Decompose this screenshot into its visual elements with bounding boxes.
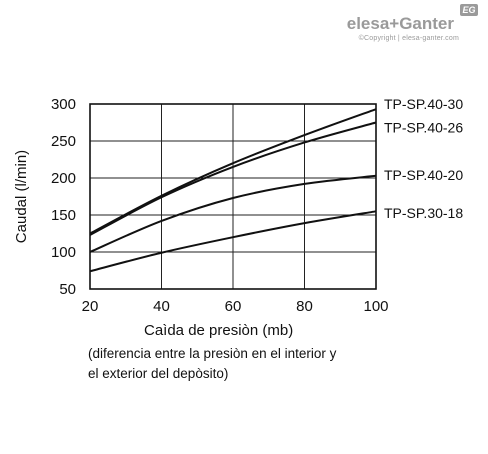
y-axis-label: Caudal (l/min) (13, 150, 30, 243)
series-line-2 (89, 174, 377, 253)
series-label-1: TP-SP.40-26 (384, 120, 463, 136)
x-tick-label-1: 40 (153, 298, 170, 315)
x-tick-label-0: 20 (82, 298, 99, 315)
y-tick-label-1: 100 (51, 244, 76, 261)
x-axis-label: Caìda de presiòn (mb) (144, 322, 293, 339)
chart-series-labels: TP-SP.40-30 TP-SP.40-26 TP-SP.40-20 TP-SP.3… (384, 96, 463, 221)
x-axis-note: (diferencia entre la presiòn en el inter… (88, 344, 408, 384)
chart-series (89, 108, 377, 273)
chart-ticks: 20 40 60 80 100 50 100 150 200 250 300 (51, 96, 389, 315)
brand-badge: EG (460, 4, 478, 16)
y-tick-label-2: 150 (51, 207, 76, 224)
y-tick-label-0: 50 (59, 281, 76, 298)
y-tick-label-4: 250 (51, 133, 76, 150)
series-label-0: TP-SP.40-30 (384, 96, 463, 112)
note-line-2: el exterior del depòsito) (88, 366, 229, 381)
y-tick-label-3: 200 (51, 170, 76, 187)
x-tick-label-2: 60 (225, 298, 242, 315)
x-tick-label-4: 100 (363, 298, 388, 315)
series-label-3: TP-SP.30-18 (384, 205, 463, 221)
series-line-3 (89, 210, 377, 273)
series-label-2: TP-SP.40-20 (384, 167, 463, 183)
series-line-1 (89, 121, 377, 236)
chart-grid (89, 103, 377, 290)
series-line-0 (89, 108, 377, 235)
note-line-1: (diferencia entre la presiòn en el inter… (88, 346, 337, 361)
brand-logo-text: elesa+Ganter (347, 14, 455, 33)
plot-frame (89, 103, 377, 290)
x-tick-label-3: 80 (296, 298, 313, 315)
y-tick-label-5: 300 (51, 96, 76, 113)
copyright-text: ©Copyright | elesa-ganter.com (358, 35, 459, 42)
brand-logo: elesa+Ganter (347, 14, 455, 33)
